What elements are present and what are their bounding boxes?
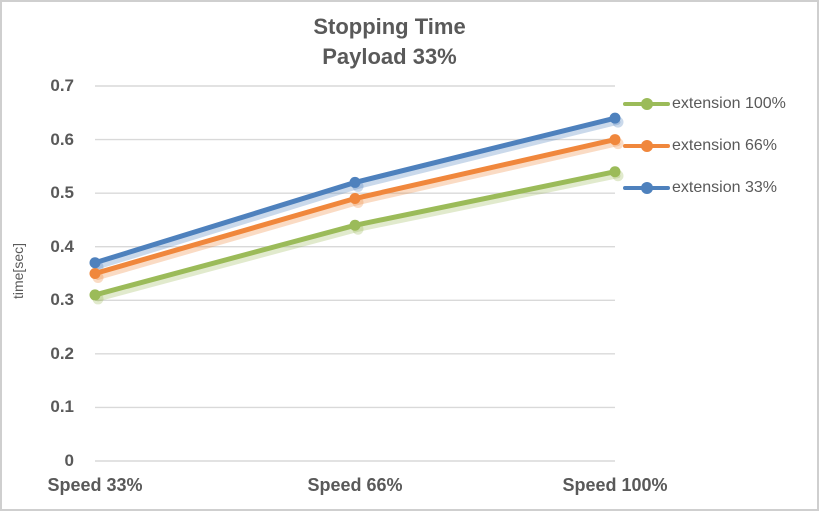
legend-line-marker-icon <box>623 178 670 198</box>
y-tick-label: 0.3 <box>50 290 74 310</box>
legend-label: extension 66% <box>672 137 777 154</box>
legend-label: extension 33% <box>672 179 777 196</box>
y-tick-label: 0.6 <box>50 129 74 149</box>
legend-label: extension 100% <box>672 95 786 112</box>
y-tick-label: 0.1 <box>50 397 74 417</box>
data-point-marker <box>349 219 361 231</box>
chart-title-line2: Payload 33% <box>322 44 457 69</box>
data-point-marker <box>89 289 101 301</box>
y-tick-label: 0 <box>64 451 74 470</box>
data-point-marker <box>89 257 101 269</box>
chart-title: Stopping Time Payload 33% <box>2 12 777 72</box>
legend: extension 100% extension 66% extension 33% <box>623 94 786 220</box>
data-point-marker <box>609 166 621 178</box>
y-tick-label: 0.4 <box>50 236 74 256</box>
legend-item-extension-33-: extension 33% <box>623 178 786 198</box>
legend-item-extension-100-: extension 100% <box>623 94 786 114</box>
data-point-marker <box>609 134 621 146</box>
legend-item-extension-66-: extension 66% <box>623 136 786 156</box>
x-axis-label: Speed 100% <box>562 475 668 495</box>
legend-line-marker-icon <box>623 94 670 114</box>
data-point-marker <box>349 193 361 204</box>
data-point-marker <box>89 268 101 279</box>
y-tick-label: 0.5 <box>50 183 74 203</box>
series-line-shadow <box>95 141 621 280</box>
data-point-marker <box>609 112 621 124</box>
x-axis-label: Speed 33% <box>47 475 143 495</box>
chart-title-line1: Stopping Time <box>313 14 466 39</box>
x-axis-label: Speed 66% <box>307 475 403 495</box>
data-point-marker <box>349 176 361 188</box>
y-tick-label: 0.2 <box>50 343 74 363</box>
legend-line-marker-icon <box>623 136 670 156</box>
y-tick-label: 0.7 <box>50 76 74 95</box>
